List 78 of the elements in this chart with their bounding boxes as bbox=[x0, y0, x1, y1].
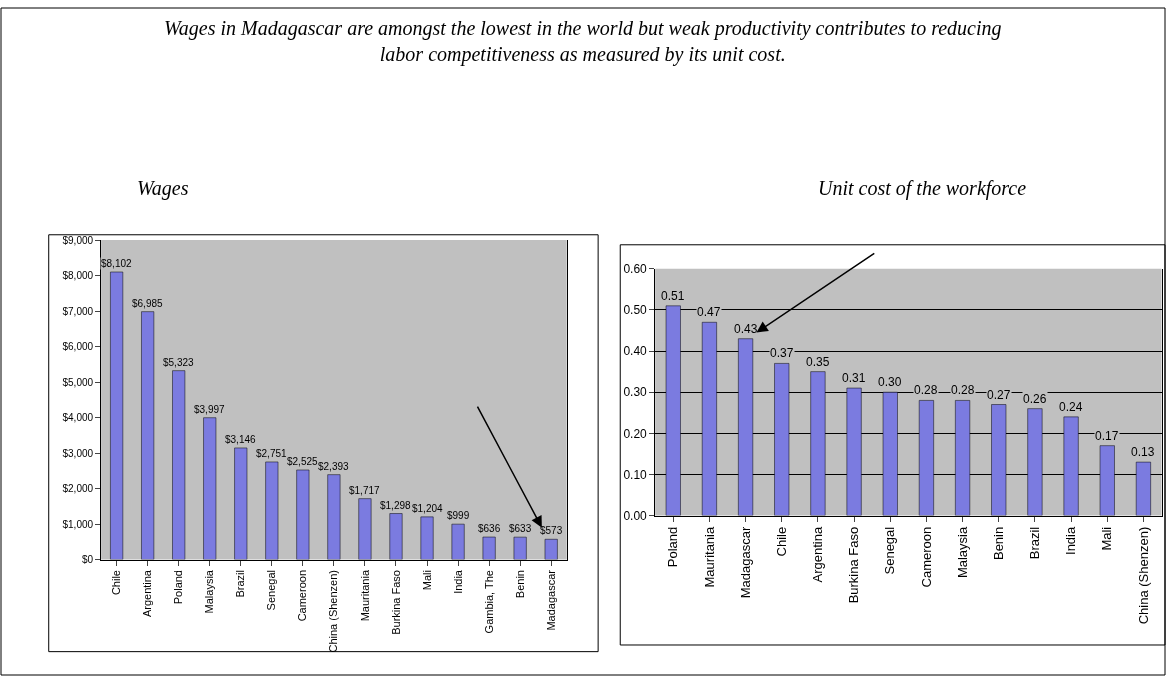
x-tick-label: Mali bbox=[420, 570, 433, 591]
data-label: $2,525 bbox=[287, 456, 319, 467]
chart-title: Unit cost of the workforce bbox=[818, 177, 1027, 200]
data-label: $6,985 bbox=[132, 298, 164, 309]
data-label: 0.27 bbox=[987, 388, 1011, 402]
x-tick-label: Mali bbox=[1099, 526, 1115, 551]
y-tick-label: 0.30 bbox=[623, 385, 648, 400]
x-tick-label: Cameroon bbox=[918, 526, 934, 588]
data-label: 0.30 bbox=[878, 375, 902, 389]
y-tick-label: $1,000 bbox=[62, 518, 94, 530]
data-label: 0.26 bbox=[1023, 392, 1047, 406]
x-tick-label: China (Shenzen) bbox=[327, 570, 340, 653]
data-label: 0.28 bbox=[914, 383, 938, 397]
data-label: 0.28 bbox=[951, 383, 975, 397]
y-tick-label: 0.60 bbox=[623, 262, 648, 276]
x-tick-label: Mauritania bbox=[701, 526, 717, 588]
data-label: 0.51 bbox=[661, 289, 685, 303]
data-label: $1,298 bbox=[380, 500, 412, 511]
chart-title: Wages in Madagascar are amongst the lowest in the world but weak productivity contributes to reducing labor competitiveness as measured by its unit cost. bbox=[164, 17, 1002, 66]
data-label: 0.35 bbox=[806, 355, 830, 369]
data-label: 0.13 bbox=[1131, 445, 1155, 459]
data-label: $2,751 bbox=[256, 448, 288, 459]
x-tick-label: Cameroon bbox=[296, 570, 309, 622]
data-label: $1,717 bbox=[349, 485, 381, 496]
y-tick-label: 0.50 bbox=[623, 303, 648, 318]
chart-subtitle: Wages bbox=[137, 177, 189, 200]
y-tick-label: $0 bbox=[81, 554, 94, 566]
data-label: 0.31 bbox=[842, 371, 866, 385]
x-tick-label: Malaysia bbox=[954, 526, 970, 579]
y-tick-label: $7,000 bbox=[62, 305, 94, 317]
x-tick-label: Gambia, The bbox=[482, 570, 495, 634]
y-tick-label: 0.10 bbox=[623, 467, 648, 482]
x-tick-label: India bbox=[1063, 526, 1079, 555]
x-tick-label: Burkina Faso bbox=[389, 570, 402, 635]
x-tick-label: Poland bbox=[665, 526, 681, 568]
x-tick-label: India bbox=[451, 569, 464, 594]
x-tick-label: Argentina bbox=[141, 569, 154, 618]
y-tick-label: $9,000 bbox=[62, 234, 94, 246]
y-tick-label: $5,000 bbox=[62, 376, 94, 388]
data-label: $5,323 bbox=[163, 357, 195, 368]
x-tick-label: Madagascar bbox=[544, 569, 557, 631]
x-tick-label: Senegal bbox=[265, 570, 278, 611]
data-label: $573 bbox=[540, 525, 563, 536]
data-label: 0.43 bbox=[734, 322, 758, 336]
x-tick-label: Madagascar bbox=[737, 526, 753, 599]
x-tick-label: Brazil bbox=[234, 570, 247, 598]
x-tick-label: Benin bbox=[513, 570, 526, 599]
y-tick-label: 0.40 bbox=[623, 344, 648, 359]
data-label: $633 bbox=[509, 523, 532, 534]
data-label: $3,997 bbox=[194, 404, 226, 415]
y-tick-label: 0.00 bbox=[623, 508, 648, 523]
data-label: $2,393 bbox=[318, 461, 350, 472]
x-tick-label: Chile bbox=[110, 570, 123, 596]
y-tick-label: $6,000 bbox=[62, 341, 94, 353]
data-label: 0.17 bbox=[1095, 429, 1119, 443]
y-tick-label: $4,000 bbox=[62, 412, 94, 424]
data-label: 0.37 bbox=[770, 346, 794, 360]
x-tick-label: Benin bbox=[990, 526, 1006, 561]
x-tick-label: Burkina Faso bbox=[846, 526, 862, 604]
y-tick-label: $3,000 bbox=[62, 447, 94, 459]
x-tick-label: Brazil bbox=[1027, 526, 1043, 560]
y-tick-label: 0.20 bbox=[623, 426, 648, 441]
data-label: $8,102 bbox=[101, 258, 133, 269]
data-label: 0.47 bbox=[697, 305, 721, 319]
y-tick-label: $8,000 bbox=[62, 270, 94, 282]
data-label: 0.24 bbox=[1059, 400, 1083, 414]
data-label: $999 bbox=[447, 510, 470, 521]
x-tick-label: Poland bbox=[172, 570, 185, 605]
x-tick-label: Argentina bbox=[810, 526, 826, 583]
data-label: $3,146 bbox=[225, 434, 257, 445]
x-tick-label: Chile bbox=[773, 526, 789, 557]
y-tick-label: $2,000 bbox=[62, 483, 94, 495]
data-label: $636 bbox=[478, 523, 501, 534]
x-tick-label: China (Shenzen) bbox=[1135, 526, 1151, 625]
x-tick-label: Mauritania bbox=[358, 569, 371, 622]
x-tick-label: Senegal bbox=[882, 526, 898, 575]
data-label: $1,204 bbox=[412, 503, 444, 514]
x-tick-label: Malaysia bbox=[203, 569, 216, 614]
